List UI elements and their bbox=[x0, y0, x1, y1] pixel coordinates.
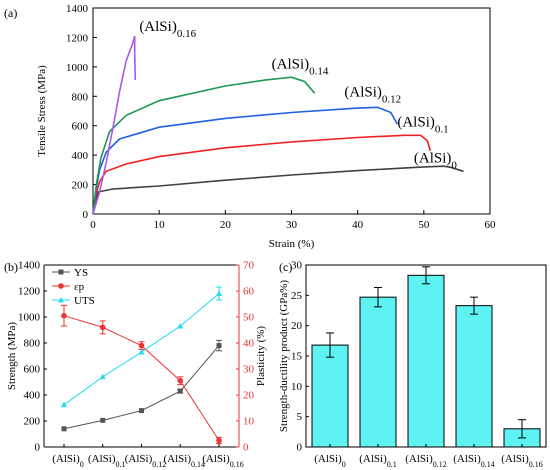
x-tick-label: 0 bbox=[90, 219, 96, 231]
y-tick-label: 400 bbox=[72, 150, 89, 162]
curve-annotation: (AlSi)0.12 bbox=[344, 84, 401, 105]
bar bbox=[359, 296, 397, 448]
y2-tick-label: 0 bbox=[243, 442, 249, 454]
data-marker bbox=[61, 426, 67, 432]
series-line bbox=[92, 76, 316, 215]
y-tick-label: 1400 bbox=[66, 3, 89, 15]
legend-marker bbox=[58, 269, 64, 275]
x-tick-label: 20 bbox=[220, 219, 232, 231]
x-category-label: (AlSi)0.12 bbox=[405, 453, 447, 469]
y-tick-label: 600 bbox=[72, 121, 89, 133]
data-marker bbox=[99, 373, 106, 380]
curve-annotation: (AlSi)0.14 bbox=[272, 56, 329, 77]
data-marker bbox=[177, 322, 184, 329]
x-tick-label: 40 bbox=[352, 219, 364, 231]
data-marker bbox=[216, 290, 222, 296]
chart-c: 0 5 10 15 20 25 30 (AlSi)0 (AlSi)0.1 (AlSi)0.12 (A… bbox=[278, 260, 547, 469]
data-marker bbox=[177, 388, 183, 394]
x-tick-label: 30 bbox=[286, 219, 298, 231]
y-tick-label: 600 bbox=[24, 364, 41, 376]
y-tick-label: 15 bbox=[291, 351, 303, 363]
legend-label: YS bbox=[74, 267, 88, 279]
x-category-label: (AlSi)0.14 bbox=[453, 453, 495, 469]
y-tick-label: 20 bbox=[291, 320, 303, 332]
y-tick-label: 1000 bbox=[18, 312, 41, 324]
y-tick-label: 0 bbox=[83, 209, 89, 221]
x-category-label: (AlSi)0.1 bbox=[359, 453, 397, 469]
data-marker bbox=[138, 342, 145, 349]
y2-tick-label: 40 bbox=[243, 338, 255, 350]
legend-marker bbox=[58, 283, 64, 289]
data-marker bbox=[216, 437, 222, 444]
chart-b: 0 200 400 600 800 1000 1200 1400 0 10 20 30 40 50 60 70… bbox=[6, 260, 267, 469]
y-axis-label: Tensile Stress (MPa) bbox=[36, 65, 48, 157]
chart-a: 0 10 20 30 40 50 600200400600800100012001400St… bbox=[36, 3, 496, 250]
y2-tick-label: 20 bbox=[243, 390, 255, 402]
panel-b-label: (b) bbox=[4, 260, 18, 274]
y-axis-label: Strength (MPa) bbox=[6, 322, 18, 390]
data-marker bbox=[216, 343, 222, 349]
x-category-label: (AlSi)0 bbox=[314, 453, 346, 469]
data-marker bbox=[100, 417, 106, 423]
x-axis-label: Strain (%) bbox=[269, 238, 315, 250]
data-marker bbox=[177, 377, 184, 384]
y-tick-label: 25 bbox=[291, 290, 303, 302]
y-tick-label: 10 bbox=[291, 381, 303, 393]
x-category-label: (AlSi)0.16 bbox=[202, 453, 244, 469]
panel-c-label: (c) bbox=[279, 260, 292, 274]
bar bbox=[407, 274, 445, 448]
series-line bbox=[92, 165, 464, 215]
x-tick-label: 50 bbox=[418, 219, 430, 231]
bar bbox=[455, 305, 493, 448]
series-line bbox=[92, 35, 137, 215]
curve-annotation: (AlSi)0.16 bbox=[139, 19, 196, 40]
x-category-label: (AlSi)0.12 bbox=[125, 453, 167, 469]
y-tick-label: 1400 bbox=[18, 260, 41, 272]
curve-annotation: (AlSi)0.1 bbox=[397, 114, 448, 135]
x-tick-label: 60 bbox=[485, 219, 497, 231]
y-tick-label: 800 bbox=[72, 91, 89, 103]
series-line bbox=[63, 315, 220, 441]
data-marker bbox=[61, 401, 67, 408]
x-category-label: (AlSi)0.16 bbox=[501, 453, 543, 469]
y-tick-label: 400 bbox=[24, 390, 41, 402]
y-tick-label: 200 bbox=[24, 416, 41, 428]
x-category-label: (AlSi)0.1 bbox=[88, 453, 126, 469]
y-tick-label: 1200 bbox=[18, 286, 41, 298]
series-line bbox=[63, 345, 220, 430]
bar bbox=[311, 344, 349, 448]
legend-label: εp bbox=[74, 281, 85, 293]
y2-tick-label: 30 bbox=[243, 364, 255, 376]
y-tick-label: 1000 bbox=[66, 62, 89, 74]
y-tick-label: 200 bbox=[72, 180, 89, 192]
y2-axis-label: Plasticity (%) bbox=[255, 326, 267, 387]
x-category-label: (AlSi)0.14 bbox=[164, 453, 206, 469]
y-tick-label: 0 bbox=[297, 442, 303, 454]
data-marker bbox=[139, 408, 144, 414]
panel-a-label: (a) bbox=[4, 6, 17, 20]
data-marker bbox=[61, 312, 67, 319]
y2-tick-label: 60 bbox=[243, 286, 255, 298]
y-tick-label: 0 bbox=[35, 442, 41, 454]
x-category-label: (AlSi)0 bbox=[52, 453, 84, 469]
data-marker bbox=[138, 348, 145, 355]
y2-tick-label: 50 bbox=[243, 312, 255, 324]
y2-tick-label: 70 bbox=[243, 260, 255, 272]
curve-annotation: (AlSi)0 bbox=[414, 151, 458, 172]
legend-marker bbox=[58, 297, 64, 303]
y2-tick-label: 10 bbox=[243, 416, 255, 428]
y-tick-label: 5 bbox=[297, 411, 303, 423]
data-marker bbox=[99, 324, 106, 331]
plot-frame bbox=[92, 7, 491, 215]
y-axis-label: Strength-ductility product (GPa%) bbox=[278, 280, 290, 432]
y-tick-label: 1200 bbox=[66, 32, 89, 44]
x-tick-label: 10 bbox=[154, 219, 166, 231]
y-tick-label: 30 bbox=[291, 260, 303, 272]
legend-label: UTS bbox=[74, 295, 95, 307]
series-line bbox=[92, 134, 432, 215]
y-tick-label: 800 bbox=[24, 338, 41, 350]
